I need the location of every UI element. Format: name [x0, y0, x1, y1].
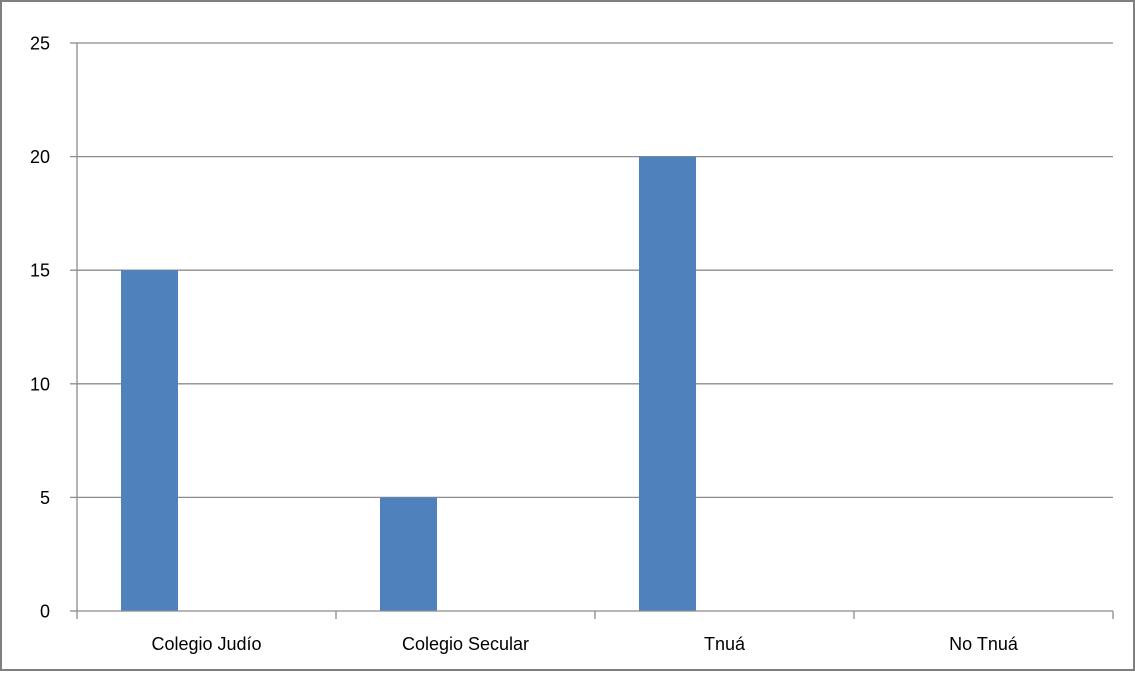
- x-tick-label: Colegio Secular: [402, 634, 529, 654]
- y-tick-label: 10: [30, 374, 50, 394]
- bar: [639, 156, 696, 611]
- y-tick-label: 0: [40, 602, 50, 622]
- y-tick-label: 15: [30, 261, 50, 281]
- axes: [70, 42, 1114, 619]
- bar: [380, 497, 437, 611]
- x-tick-label: Colegio Judío: [151, 634, 261, 654]
- gridlines: [77, 42, 1113, 499]
- x-tick-label: No Tnuá: [949, 634, 1019, 654]
- y-tick-label: 25: [30, 34, 50, 54]
- bars: [121, 156, 696, 611]
- y-tick-label: 20: [30, 147, 50, 167]
- x-tick-labels: Colegio Judío Colegio Secular Tnuá No Tnuá: [151, 634, 1018, 654]
- y-tick-labels: 0 5 10 15 20 25: [30, 34, 50, 622]
- x-tick-label: Tnuá: [704, 634, 746, 654]
- bar: [121, 270, 178, 611]
- y-tick-label: 5: [40, 488, 50, 508]
